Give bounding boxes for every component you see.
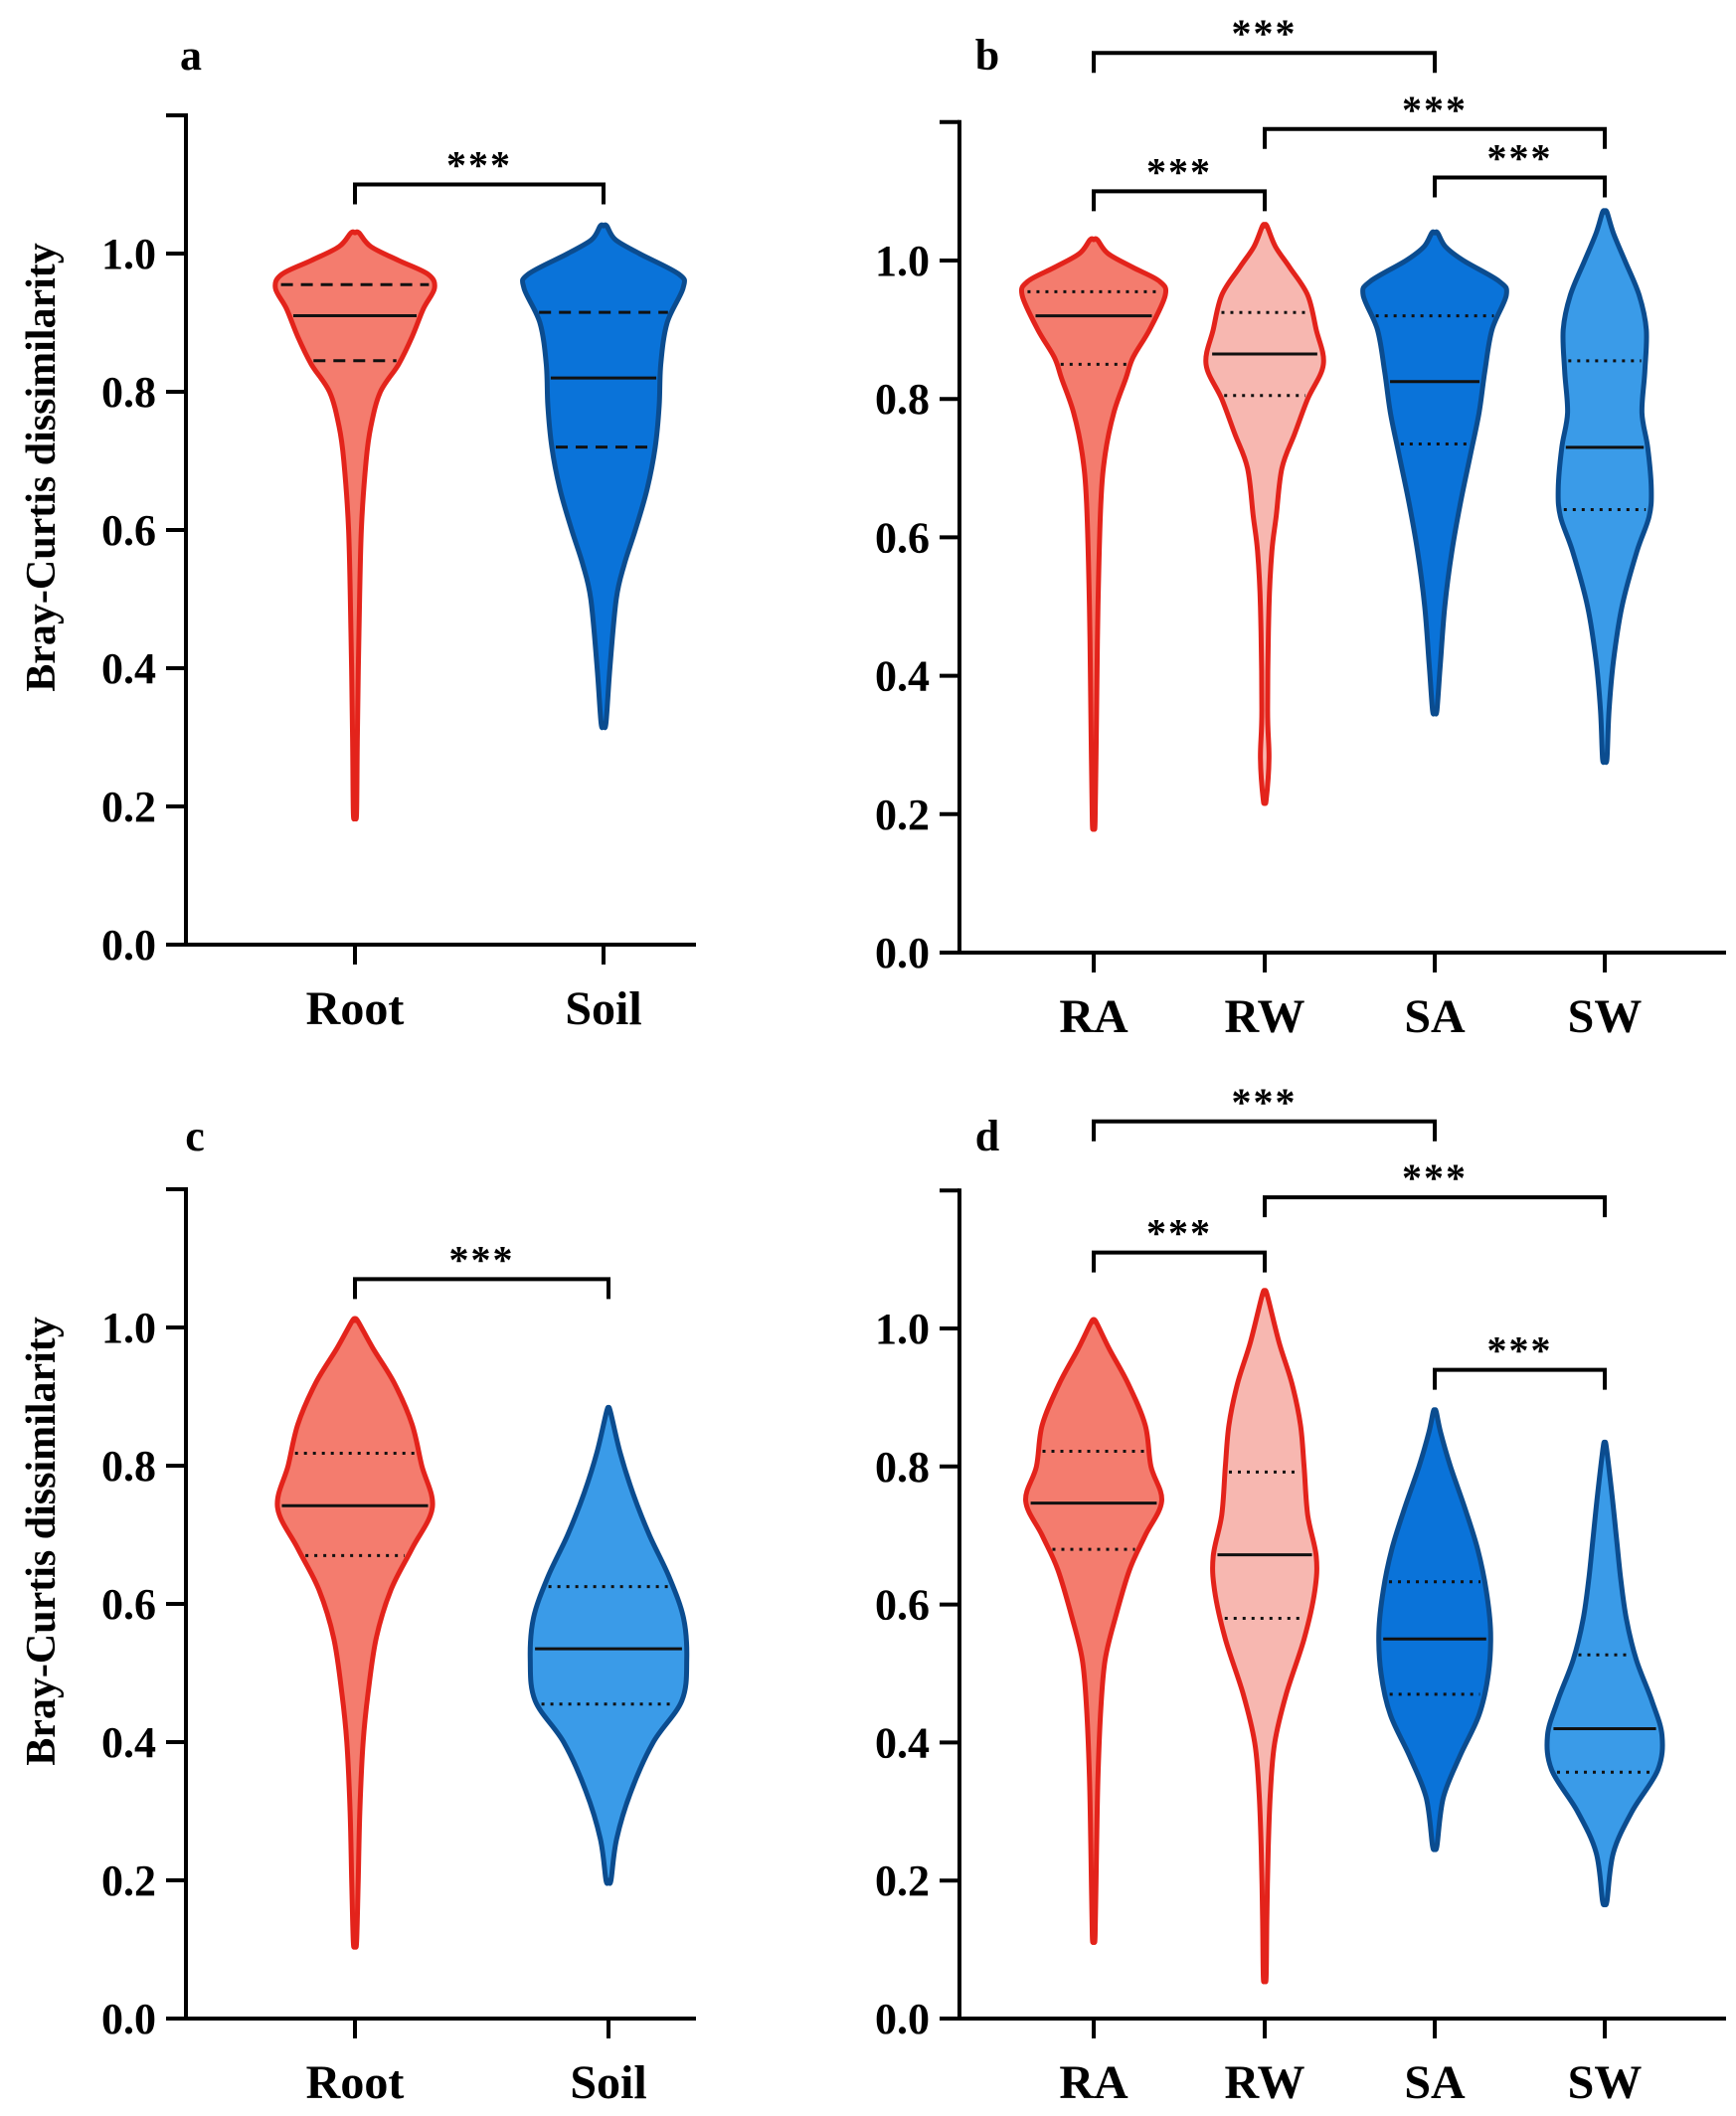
panel-a: a Bray-Curtis dissimilarity 0.0 0.2 0.4 0.6 0.… [19,31,696,1035]
y-tick-label-c: 0.2 [101,1856,156,1905]
y-tick-label-a: 0.8 [101,368,156,417]
category-label-sa: SA [1404,2056,1466,2109]
category-label-rw: RW [1225,2056,1305,2109]
violin-d-ra [1023,1317,1164,1945]
significance-bracket-d [1263,1195,1607,1218]
significance-label-a: *** [446,143,512,188]
y-tick-label-b: 0.8 [875,375,930,424]
y-tick-label-c: 0.6 [101,1580,156,1629]
significance-label-b: *** [1232,11,1298,56]
violin-b-rw [1203,222,1326,806]
category-label-soil: Soil [570,2056,646,2109]
y-tick-label-b: 0.6 [875,513,930,562]
violin-d-rw [1210,1288,1319,1985]
y-tick-label-c: 0.0 [101,1995,156,2043]
significance-label-d: *** [1402,1155,1468,1200]
significance-bracket-d [1092,1250,1267,1273]
panel-b: b 0.0 0.2 0.4 0.6 0.8 1.0 RA RW SA SW *** *** *** *** [875,11,1726,1043]
violin-b-sa [1360,229,1509,717]
y-tick-label-c: 0.8 [101,1442,156,1491]
category-label-root: Root [306,982,405,1035]
significance-bracket-b [1092,51,1437,74]
significance-bracket-d [1092,1119,1437,1142]
violin-d-sw [1544,1439,1665,1908]
significance-label-d: *** [1232,1080,1298,1125]
significance-label-b: *** [1402,88,1468,132]
significance-label-d: *** [1146,1211,1212,1256]
significance-label-d: *** [1487,1328,1553,1373]
y-tick-label-d: 0.8 [875,1443,930,1492]
category-label-ra: RA [1059,990,1128,1043]
panel-letter-d: d [975,1112,999,1160]
category-label-rw: RW [1225,990,1305,1043]
significance-bracket-b [1092,189,1267,212]
significance-bracket-c [353,1277,610,1300]
y-tick-label-a: 0.4 [101,644,156,693]
significance-bracket-b [1263,126,1607,149]
y-tick-label-d: 0.2 [875,1856,930,1905]
y-tick-label-a: 0.2 [101,783,156,831]
y-tick-label-b: 0.2 [875,791,930,839]
y-tick-label-d: 0.4 [875,1718,930,1767]
category-label-root: Root [306,2056,405,2109]
y-axis-label-a: Bray-Curtis dissimilarity [19,243,65,691]
y-tick-label-d: 1.0 [875,1305,930,1353]
y-tick-label-c: 0.4 [101,1718,156,1767]
category-label-sw: SW [1568,990,1643,1043]
y-tick-label-a: 1.0 [101,230,156,278]
significance-label-b: *** [1146,149,1212,194]
y-tick-label-b: 0.4 [875,652,930,701]
panel-letter-c: c [185,1112,205,1160]
y-tick-label-c: 1.0 [101,1304,156,1352]
category-label-sw: SW [1568,2056,1643,2109]
violin-d-sa [1376,1407,1493,1852]
y-tick-label-d: 0.6 [875,1581,930,1630]
category-label-sa: SA [1404,990,1466,1043]
panel-c: c Bray-Curtis dissimilarity 0.0 0.2 0.4 0.6 0.… [19,1112,696,2109]
y-tick-label-a: 0.0 [101,921,156,970]
panel-letter-b: b [975,31,999,80]
category-label-soil: Soil [565,982,641,1035]
y-tick-label-b: 0.0 [875,929,930,977]
y-tick-label-b: 1.0 [875,237,930,285]
violin-c-root [274,1316,435,1950]
y-tick-label-a: 0.6 [101,506,156,555]
y-axis-label-c: Bray-Curtis dissimilarity [19,1317,65,1765]
y-tick-label-d: 0.0 [875,1995,930,2043]
significance-bracket-d [1433,1367,1607,1390]
violin-c-soil [527,1404,690,1886]
panel-letter-a: a [180,31,202,80]
violin-a-soil [519,222,688,731]
significance-label-c: *** [449,1237,515,1282]
panel-d: d 0.0 0.2 0.4 0.6 0.8 1.0 RA RW SA SW *** *** *** *** [875,1080,1726,2109]
violin-a-root [272,229,437,822]
violin-b-ra [1018,236,1169,832]
significance-bracket-a [353,182,606,205]
significance-label-b: *** [1487,135,1553,180]
category-label-ra: RA [1059,2056,1128,2109]
significance-bracket-b [1433,175,1607,198]
violin-b-sw [1555,208,1654,766]
